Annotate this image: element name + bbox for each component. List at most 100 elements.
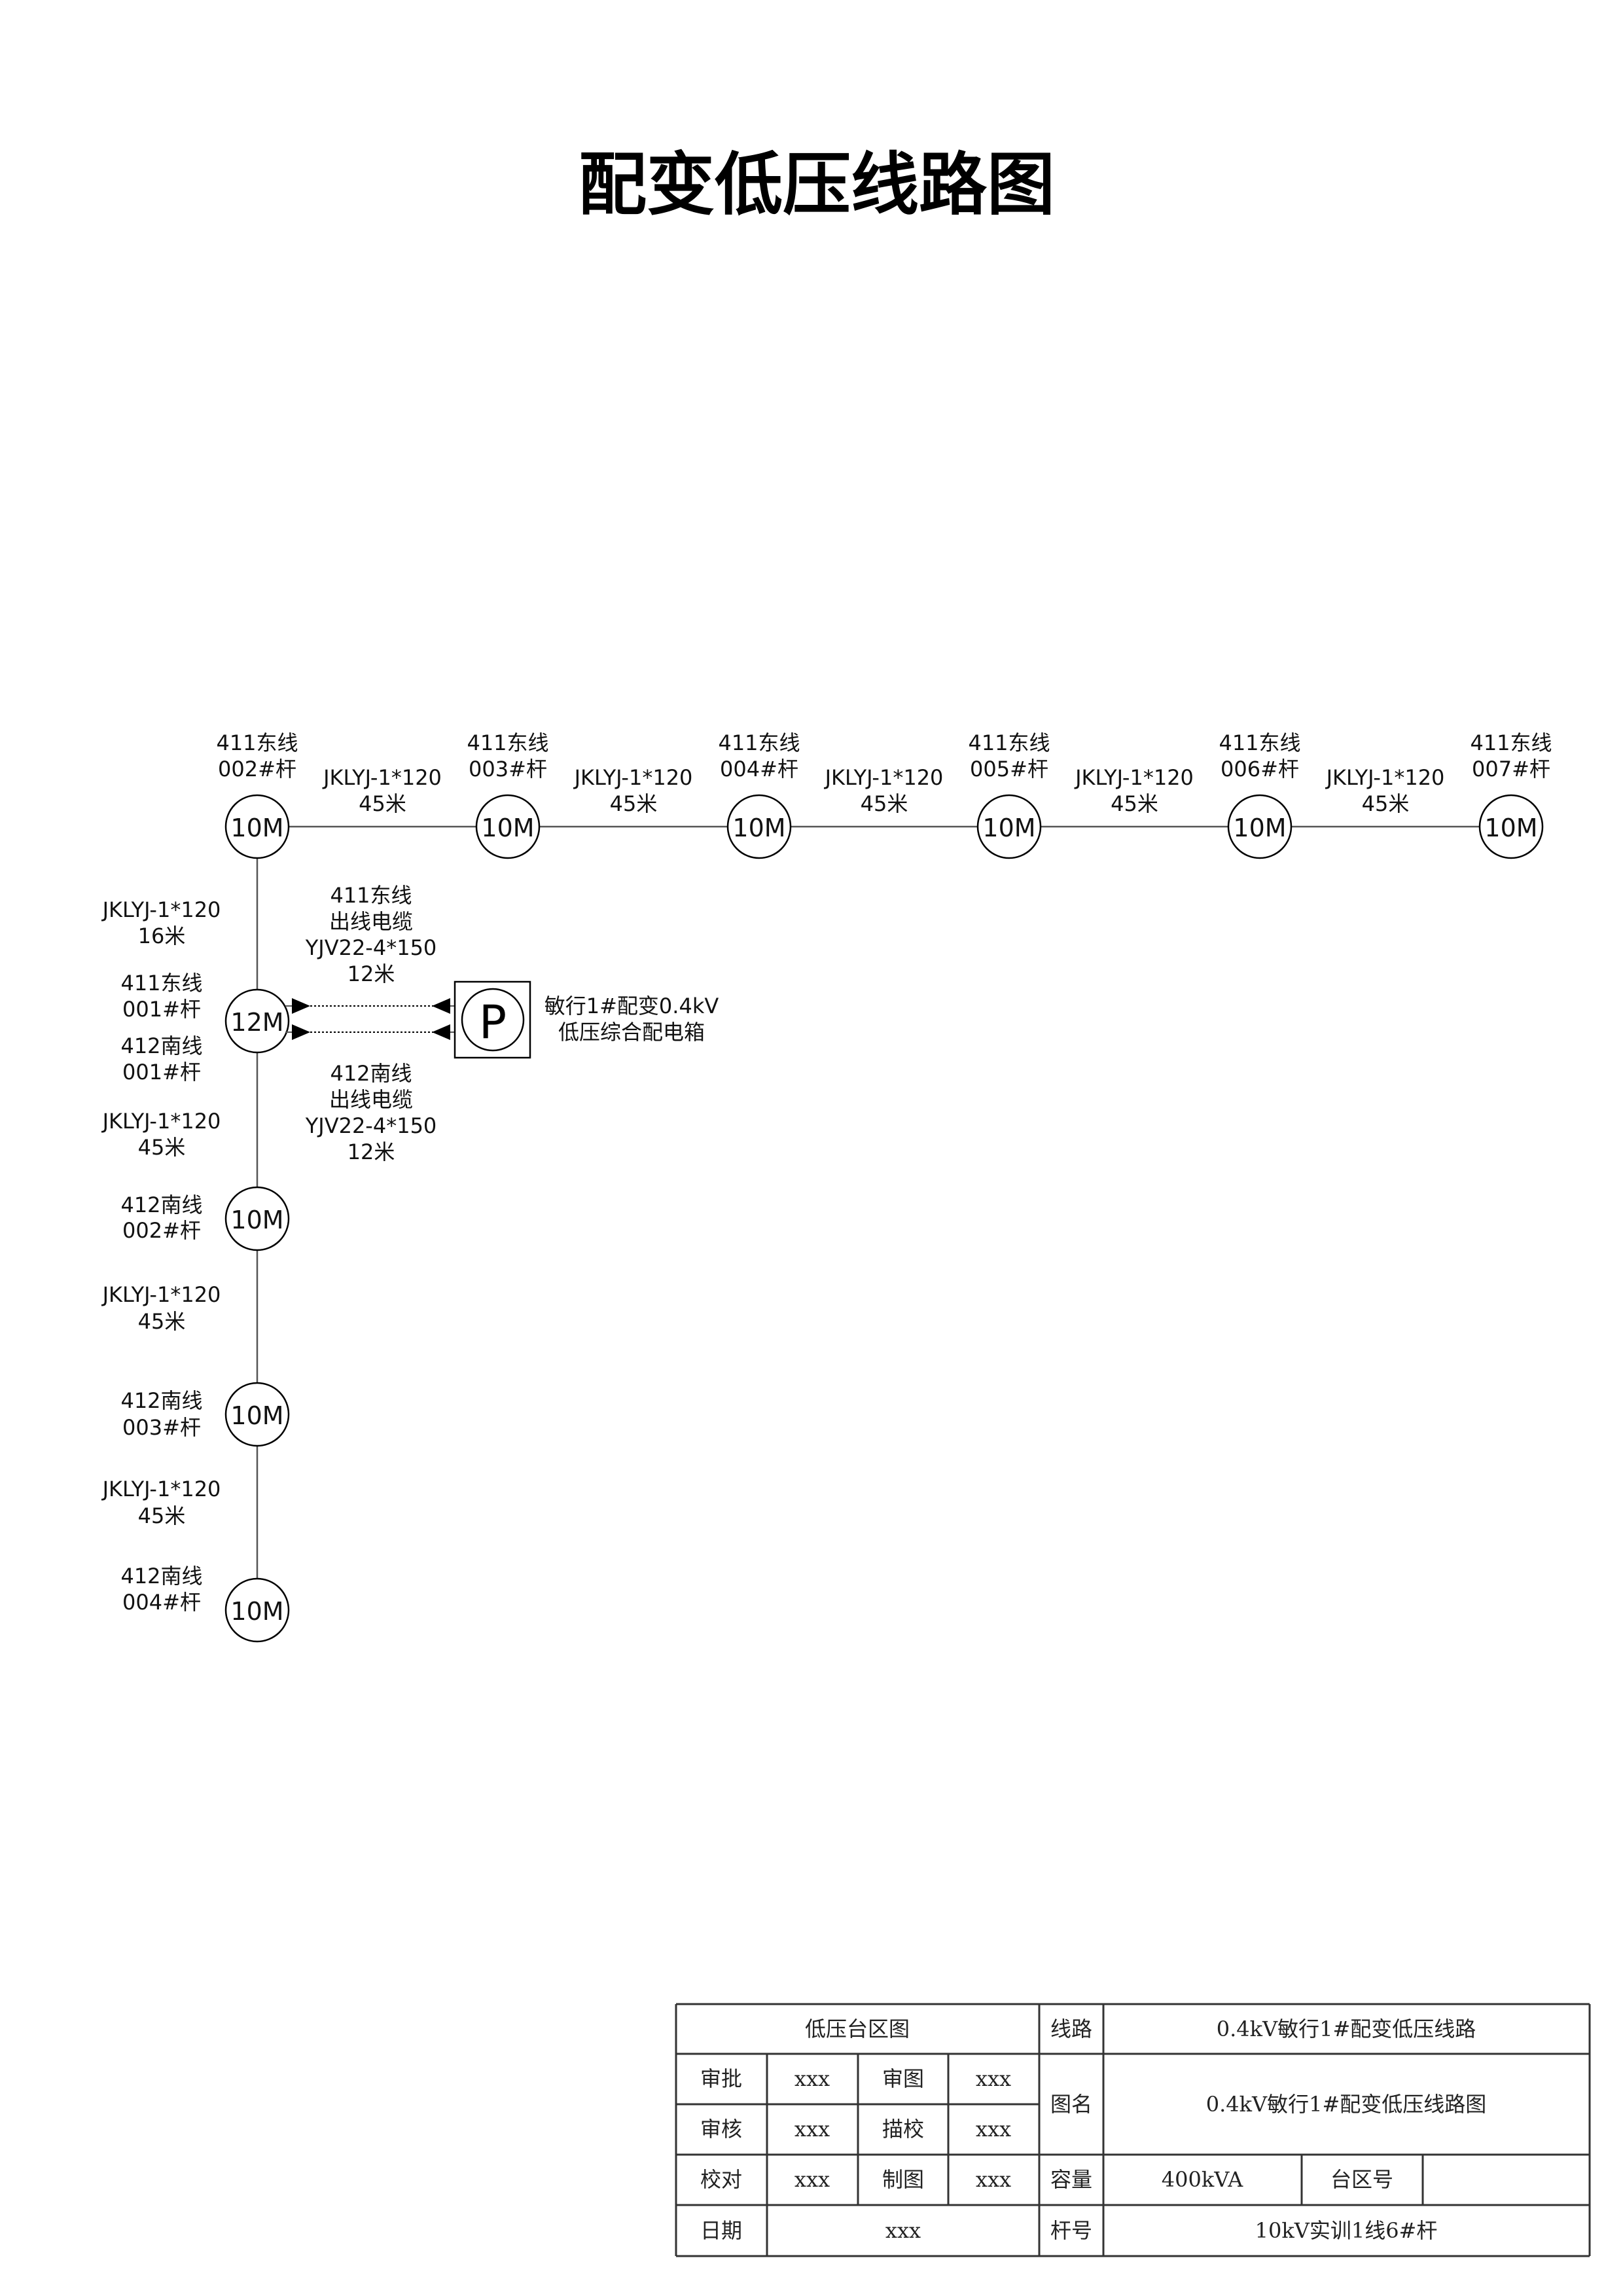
pole-label: 412南线 [120,1193,202,1217]
arrow-icon [292,998,310,1014]
date-value: xxx [885,2218,921,2243]
pole[interactable]: 10M [976,794,1042,859]
pole-circle [726,794,792,859]
pole-no-label: 杆号 [1050,2218,1092,2243]
pole-circle [976,794,1042,859]
span-cable-type: JKLYJ-1*120 [1325,765,1445,790]
outgoing-cable-label: YJV22-4*150 [305,1113,437,1138]
arrow-icon [432,998,450,1014]
span-cable-type: JKLYJ-1*120 [101,1477,221,1501]
span-length: 45米 [138,1503,186,1528]
pole[interactable]: 10M [475,794,541,859]
span-length: 45米 [861,791,908,816]
span-cable-type: JKLYJ-1*120 [101,897,221,922]
pole-height: 10M [481,814,534,842]
pole-height: 10M [230,1597,283,1626]
pole[interactable]: 10M [224,1577,290,1643]
pole-line-name: 411东线 [968,730,1050,755]
proofread-label: 校对 [700,2167,742,2192]
pole-label: 001#杆 [122,1060,201,1085]
pole[interactable]: 10M [224,1382,290,1447]
outgoing-cable-2[interactable] [285,1024,455,1040]
outgoing-cable-1[interactable] [285,998,455,1014]
distribution-box[interactable]: P [454,980,531,1059]
approve-label: 审批 [700,2066,742,2091]
span-cable-type: JKLYJ-1*120 [824,765,944,790]
pole-label: 003#杆 [122,1415,201,1440]
pole-number: 007#杆 [1472,757,1550,781]
span-length: 16米 [138,924,186,948]
pole-height: 10M [230,1206,283,1234]
outgoing-cable-label: 412南线 [330,1061,412,1086]
pole-height: 10M [230,814,283,842]
pole-number: 002#杆 [218,757,296,781]
arrow-icon [292,1024,310,1040]
area-no-label: 台区号 [1330,2167,1393,2192]
pole-height: 10M [230,1401,283,1430]
drawing-name-label: 图名 [1050,2092,1092,2117]
approve-value: xxx [794,2066,830,2091]
audit-value: xxx [794,2117,830,2142]
box-frame [454,980,531,1059]
pole[interactable]: 10M [1478,794,1544,859]
proofread-value: xxx [794,2167,830,2192]
box-label: 敏行1#配变0.4kV [544,994,719,1018]
pole[interactable]: 10M [726,794,792,859]
pole-line-name: 411东线 [467,730,548,755]
pole-height: 10M [982,814,1035,842]
pole-circle [224,1186,290,1251]
pole[interactable]: 12M [224,988,290,1054]
pole[interactable]: 10M [1227,794,1293,859]
date-label: 日期 [700,2218,742,2243]
span-length: 45米 [359,791,406,816]
trace-check-value: xxx [976,2117,1011,2142]
outgoing-cable-label: 411东线 [330,883,412,908]
pole-label: 001#杆 [122,997,201,1022]
pole[interactable]: 10M [224,1186,290,1251]
box-symbol-circle [461,988,525,1052]
box-label: 低压综合配电箱 [558,1020,705,1045]
outgoing-cable-label: 12米 [348,961,395,986]
pole-no-value: 10kV实训1线6#杆 [1255,2218,1438,2243]
audit-label: 审核 [700,2117,742,2142]
pole-height: 12M [230,1008,283,1037]
span-length: 45米 [138,1135,186,1160]
outgoing-cable-label: 12米 [348,1139,395,1164]
span-length: 45米 [1111,791,1158,816]
span-cable-type: JKLYJ-1*120 [573,765,693,790]
page-title: 配变低压线路图 [579,145,1055,224]
pole-line-name: 411东线 [718,730,800,755]
pole-label: 412南线 [120,1033,202,1058]
pole-label: 411东线 [120,971,202,996]
span-cable-type: JKLYJ-1*120 [101,1109,221,1134]
outgoing-cable-label: 出线电缆 [329,1087,413,1112]
span-length: 45米 [138,1309,186,1334]
box-symbol: P [479,996,507,1049]
pole-circle [1227,794,1293,859]
span-length: 45米 [1362,791,1410,816]
pole-line-name: 411东线 [216,730,298,755]
pole-label: 412南线 [120,1388,202,1413]
pole-height: 10M [1484,814,1537,842]
pole-number: 006#杆 [1221,757,1299,781]
line-label: 线路 [1050,2017,1092,2041]
pole-line-name: 411东线 [1219,730,1300,755]
pole-height: 10M [1233,814,1286,842]
pole-number: 004#杆 [720,757,798,781]
pole-label: 004#杆 [122,1590,201,1615]
span-cable-type: JKLYJ-1*120 [322,765,442,790]
pole-label: 412南线 [120,1564,202,1588]
pole-circle [475,794,541,859]
draw-label: 制图 [882,2167,924,2192]
pole-number: 003#杆 [469,757,547,781]
span-cable-type: JKLYJ-1*120 [1074,765,1194,790]
span-cable-type: JKLYJ-1*120 [101,1282,221,1307]
pole-circle [224,988,290,1054]
pole-height: 10M [732,814,785,842]
pole[interactable]: 10M [224,794,290,859]
draw-value: xxx [976,2167,1011,2192]
pole-circle [1478,794,1544,859]
